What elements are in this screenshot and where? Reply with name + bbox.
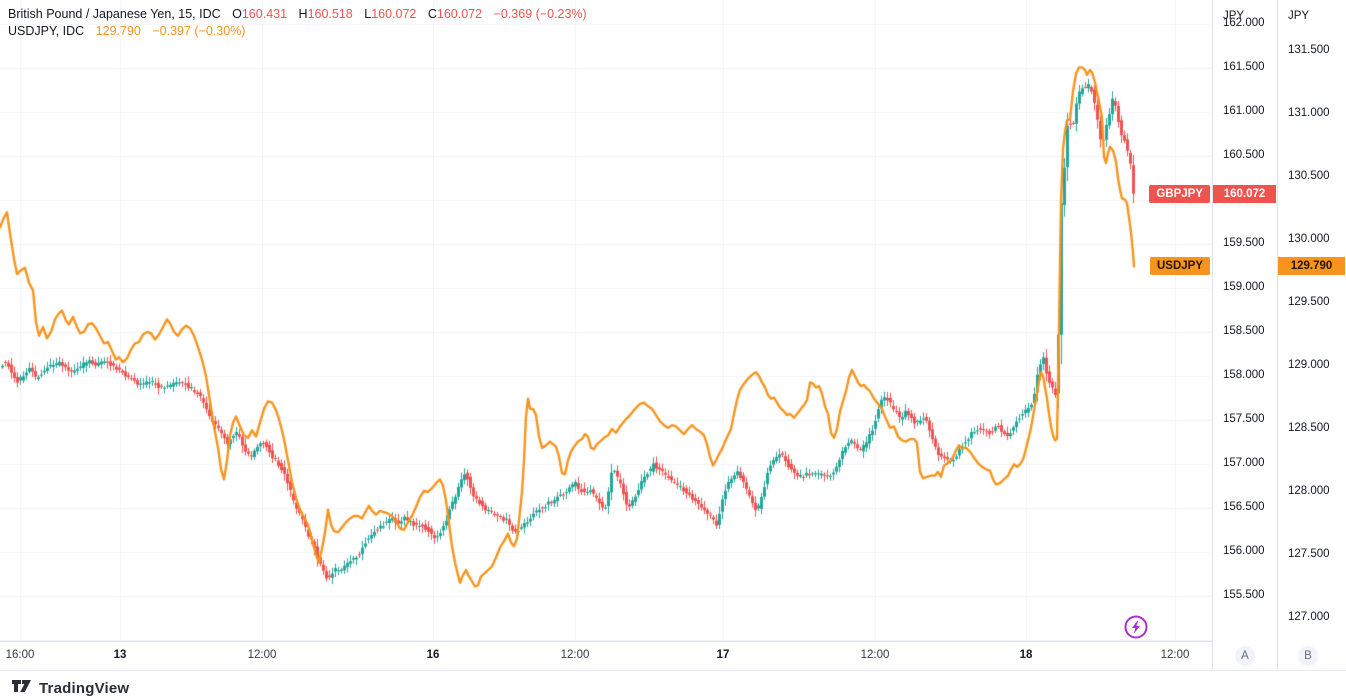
price-tick-label: 157.000 [1223,457,1265,469]
price-tick-label: 131.500 [1288,44,1330,56]
open-value: 160.431 [241,7,288,21]
open-label: O [232,7,242,21]
low-label: L [364,7,372,21]
price-axis-a-currency-label: JPY [1223,10,1245,22]
price-tick-label: 130.500 [1288,170,1330,182]
price-tick-label: 131.000 [1288,107,1330,119]
price-tick-label: 160.500 [1223,149,1265,161]
time-axis[interactable]: 16:00 13 12:00 16 12:00 17 12:00 18 12:00 [0,641,1346,671]
axis-a-toggle-button[interactable]: A [1235,646,1255,666]
price-tick-label: 159.500 [1223,237,1265,249]
price-tick-label: 159.000 [1223,281,1265,293]
gbpjpy-price-flag: GBPJPY [1149,184,1210,203]
time-tick-label: 17 [716,649,730,661]
price-tick-label: 128.000 [1288,485,1330,497]
price-tick-label: 128.500 [1288,422,1330,434]
price-axis-usdjpy[interactable]: JPY 131.500 131.000 130.500 130.000 129.500 1… [1277,0,1346,670]
price-tick-label: 129.500 [1288,296,1330,308]
legend-row-gbpjpy[interactable]: British Pound / Japanese Yen, 15, IDC O1… [8,6,587,23]
usdjpy-last-price-badge: 129.790 [1278,257,1345,276]
price-tick-label: 127.500 [1288,548,1330,560]
price-axis-b-currency-label: JPY [1288,10,1310,22]
change-value: −0.369 (−0.23%) [493,7,587,21]
price-tick-label: 162.000 [1223,17,1265,29]
price-tick-label: 157.500 [1223,413,1265,425]
time-tick-label: 13 [113,649,127,661]
close-label: C [427,7,437,21]
price-chart-canvas[interactable] [0,0,1212,641]
overlay-change: −0.397 (−0.30%) [152,24,246,38]
gbpjpy-last-price-badge: 160.072 [1213,184,1276,203]
close-value: 160.072 [436,7,483,21]
time-tick-label: 12:00 [560,649,590,661]
time-tick-label: 16:00 [5,649,35,661]
time-tick-label: 12:00 [247,649,277,661]
price-tick-label: 156.500 [1223,501,1265,513]
price-tick-label: 155.500 [1223,589,1265,601]
price-tick-label: 129.000 [1288,359,1330,371]
legend-row-usdjpy[interactable]: USDJPY, IDC 129.790 −0.397 (−0.30%) [8,23,587,40]
tradingview-logo[interactable]: TradingView [12,677,129,699]
time-tick-label: 12:00 [1160,649,1190,661]
price-tick-label: 158.000 [1223,369,1265,381]
time-tick-label: 16 [426,649,440,661]
chart-legend: British Pound / Japanese Yen, 15, IDC O1… [8,6,587,40]
price-tick-label: 127.000 [1288,611,1330,623]
high-label: H [298,7,308,21]
axis-b-toggle-button[interactable]: B [1298,646,1318,666]
time-tick-label: 12:00 [860,649,890,661]
tradingview-logo-text: TradingView [39,679,130,697]
overlay-price: 129.790 [95,24,141,38]
low-value: 160.072 [371,7,417,21]
overlay-symbol-title: USDJPY, IDC [8,24,85,38]
time-tick-label: 18 [1019,649,1033,661]
price-tick-label: 158.500 [1223,325,1265,337]
price-tick-label: 161.000 [1223,105,1265,117]
price-tick-label: 156.000 [1223,545,1265,557]
price-tick-label: 130.000 [1288,233,1330,245]
footer-bar: TradingView [0,670,1346,700]
tradingview-logo-icon [12,677,33,699]
price-axis-gbpjpy[interactable]: JPY 162.000161.500161.000160.500160.0001… [1212,0,1278,670]
usdjpy-price-flag: USDJPY [1149,257,1210,276]
instant-trading-button[interactable] [1123,614,1149,640]
symbol-title: British Pound / Japanese Yen, 15, IDC [8,7,221,21]
lightning-icon [1123,615,1149,643]
high-value: 160.518 [307,7,353,21]
price-tick-label: 161.500 [1223,61,1265,73]
